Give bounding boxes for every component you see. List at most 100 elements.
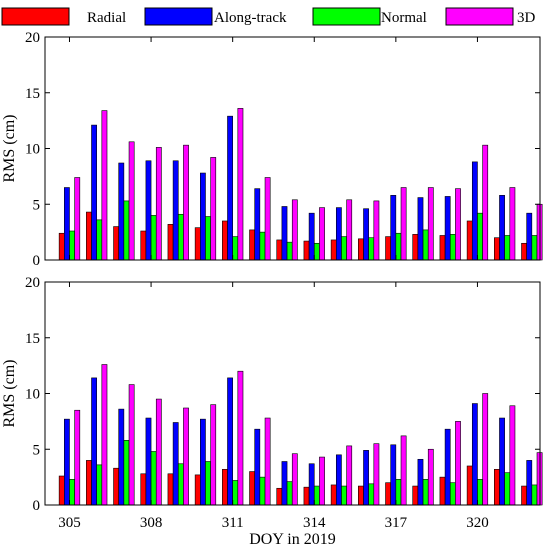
bar-3d — [128, 384, 135, 506]
y-axis: 0 5 10 15 20 — [25, 30, 540, 269]
bar-normal — [69, 479, 75, 506]
bar-along-track — [417, 197, 424, 261]
bar-normal — [205, 461, 211, 506]
bar-radial — [222, 220, 228, 261]
legend-item: Along-track — [144, 7, 287, 26]
bar-radial — [86, 211, 92, 261]
bar-radial — [330, 239, 337, 261]
bar-3d — [291, 199, 298, 261]
bar-along-track — [145, 160, 152, 261]
legend-swatch — [312, 7, 381, 26]
bar-radial — [494, 237, 500, 261]
bar-normal — [422, 479, 429, 506]
bar-normal — [313, 242, 320, 261]
bar-along-track — [471, 161, 478, 261]
bar-3d — [400, 187, 407, 261]
bar-radial — [222, 469, 228, 506]
bar-along-track — [499, 195, 505, 261]
bar-radial — [521, 242, 527, 261]
bar-radial — [358, 238, 364, 261]
bar-normal — [477, 212, 483, 261]
bar-radial — [439, 476, 446, 506]
bar-normal — [422, 229, 429, 261]
bar-along-track — [444, 196, 451, 261]
bar-radial — [521, 485, 527, 506]
bar-radial — [58, 475, 65, 506]
bar-3d — [319, 207, 325, 261]
legend-label: Normal — [381, 10, 427, 26]
bar-radial — [303, 486, 310, 506]
bar-3d — [346, 199, 353, 261]
bar-radial — [494, 469, 500, 506]
y-tick-label: 0 — [33, 498, 41, 514]
bar-radial — [358, 485, 364, 506]
bar-along-track — [335, 454, 342, 506]
bar-normal — [177, 213, 184, 261]
bar-normal — [286, 481, 293, 506]
x-tick-label: 317 — [385, 515, 408, 531]
bar-radial — [439, 235, 446, 261]
bar-normal — [259, 476, 266, 506]
x-tick-label: 320 — [466, 515, 489, 531]
x-tick-label: 308 — [140, 515, 163, 531]
bar-radial — [167, 224, 174, 261]
bar-normal — [286, 241, 293, 261]
bar-along-track — [200, 418, 206, 506]
bar-3d — [509, 405, 516, 506]
bar-3d — [455, 421, 461, 506]
y-tick-label: 15 — [25, 86, 40, 102]
bar-along-track — [118, 408, 125, 506]
bar-radial — [113, 467, 120, 506]
bars — [58, 364, 543, 506]
bar-radial — [140, 473, 147, 506]
bar-3d — [400, 435, 407, 506]
bar-radial — [385, 236, 391, 261]
y-tick-label: 10 — [25, 142, 40, 158]
bars — [58, 108, 543, 261]
bar-along-track — [172, 422, 179, 506]
bar-3d — [101, 110, 108, 261]
bar-along-track — [363, 450, 369, 506]
y-tick-label: 20 — [25, 30, 40, 46]
y-tick-label: 15 — [25, 331, 40, 347]
panel-bottom: 0 5 10 15 20 305 308 311 314 317 320 RMS (cm) DOY in… — [1, 275, 543, 548]
panel-top: 0 5 10 15 20 RMS (cm) — [1, 30, 543, 269]
bar-normal — [177, 463, 184, 506]
bar-along-track — [145, 417, 152, 506]
bar-radial — [303, 240, 310, 261]
bar-along-track — [118, 162, 125, 261]
bar-3d — [482, 393, 489, 506]
bar-radial — [276, 487, 283, 506]
bar-along-track — [91, 377, 97, 506]
bar-normal — [531, 484, 538, 506]
bar-normal — [259, 231, 266, 261]
y-tick-label: 0 — [33, 253, 41, 269]
bar-normal — [232, 236, 239, 261]
bar-along-track — [281, 206, 288, 261]
bar-3d — [291, 453, 298, 506]
bar-normal — [313, 485, 320, 506]
bar-along-track — [390, 195, 397, 261]
y-axis: 0 5 10 15 20 — [25, 275, 540, 514]
bar-3d — [455, 188, 461, 261]
bar-along-track — [281, 461, 288, 506]
bar-3d — [264, 417, 271, 506]
legend-item: Normal — [312, 7, 427, 26]
bar-along-track — [227, 377, 233, 506]
bar-along-track — [254, 428, 261, 506]
bar-along-track — [499, 417, 505, 506]
bar-normal — [504, 472, 511, 506]
bar-3d — [183, 407, 189, 506]
bar-3d — [373, 443, 380, 506]
bar-3d — [74, 409, 81, 506]
bar-radial — [466, 465, 473, 506]
bar-normal — [395, 232, 402, 261]
bar-3d — [155, 147, 162, 261]
bar-3d — [237, 108, 244, 261]
bar-3d — [319, 456, 325, 506]
bar-3d — [128, 141, 135, 261]
legend-swatch — [1, 7, 70, 26]
bar-3d — [427, 187, 434, 261]
bar-radial — [249, 471, 255, 506]
